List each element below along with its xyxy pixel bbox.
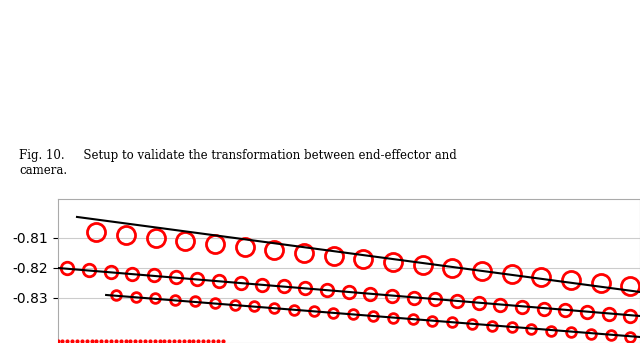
Text: Fig. 10.     Setup to validate the transformation between end-effector and
camer: Fig. 10. Setup to validate the transform… (19, 149, 457, 177)
